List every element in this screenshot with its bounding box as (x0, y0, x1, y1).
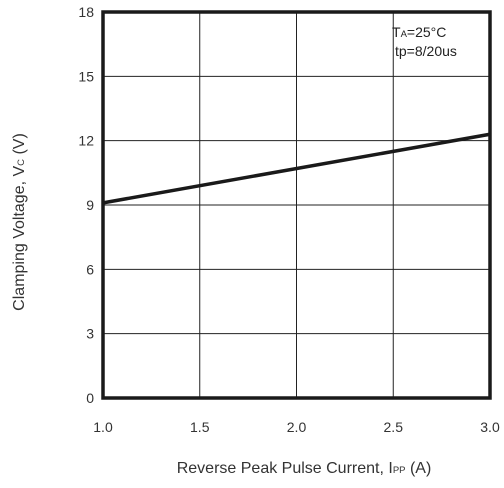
y-tick-label: 15 (78, 68, 94, 84)
x-axis-label-subscript: PP (393, 465, 406, 476)
y-axis-label-main: Clamping Voltage, V (11, 166, 28, 311)
x-axis-label-main: Reverse Peak Pulse Current, I (177, 460, 393, 477)
y-tick-label: 3 (86, 326, 94, 342)
y-axis-label-unit: (V) (11, 133, 28, 159)
y-tick-label: 6 (86, 261, 94, 277)
y-axis-label: Clamping Voltage, VC (V) (11, 133, 28, 311)
x-axis-label: Reverse Peak Pulse Current, IPP (A) (177, 460, 432, 477)
x-tick-label: 3.0 (480, 419, 500, 435)
y-tick-label: 18 (78, 4, 94, 20)
annotation-temp-value: =25°C (407, 24, 446, 40)
series-layer (102, 132, 491, 205)
temperature-annotation: TA=25°C (392, 24, 446, 40)
x-tick-labels: 1.0 1.5 2.0 2.5 3.0 (93, 419, 500, 435)
annotation-t: T (392, 24, 401, 40)
x-tick-label: 1.5 (190, 419, 210, 435)
pulse-waveform-annotation: tp=8/20us (395, 43, 457, 59)
y-tick-label: 9 (86, 197, 94, 213)
y-tick-labels: 0 3 6 9 12 15 18 (78, 4, 94, 406)
x-tick-label: 1.0 (93, 419, 113, 435)
y-tick-label: 12 (78, 133, 94, 149)
annotation-t-subscript: A (401, 29, 408, 40)
y-tick-label: 0 (86, 390, 94, 406)
plot-frame (101, 10, 492, 400)
series-line (102, 132, 491, 205)
y-axis-label-subscript: C (16, 159, 27, 166)
grid-lines (102, 11, 491, 399)
x-tick-label: 2.0 (287, 419, 307, 435)
x-axis-label-unit: (A) (406, 460, 432, 477)
x-tick-label: 2.5 (384, 419, 404, 435)
